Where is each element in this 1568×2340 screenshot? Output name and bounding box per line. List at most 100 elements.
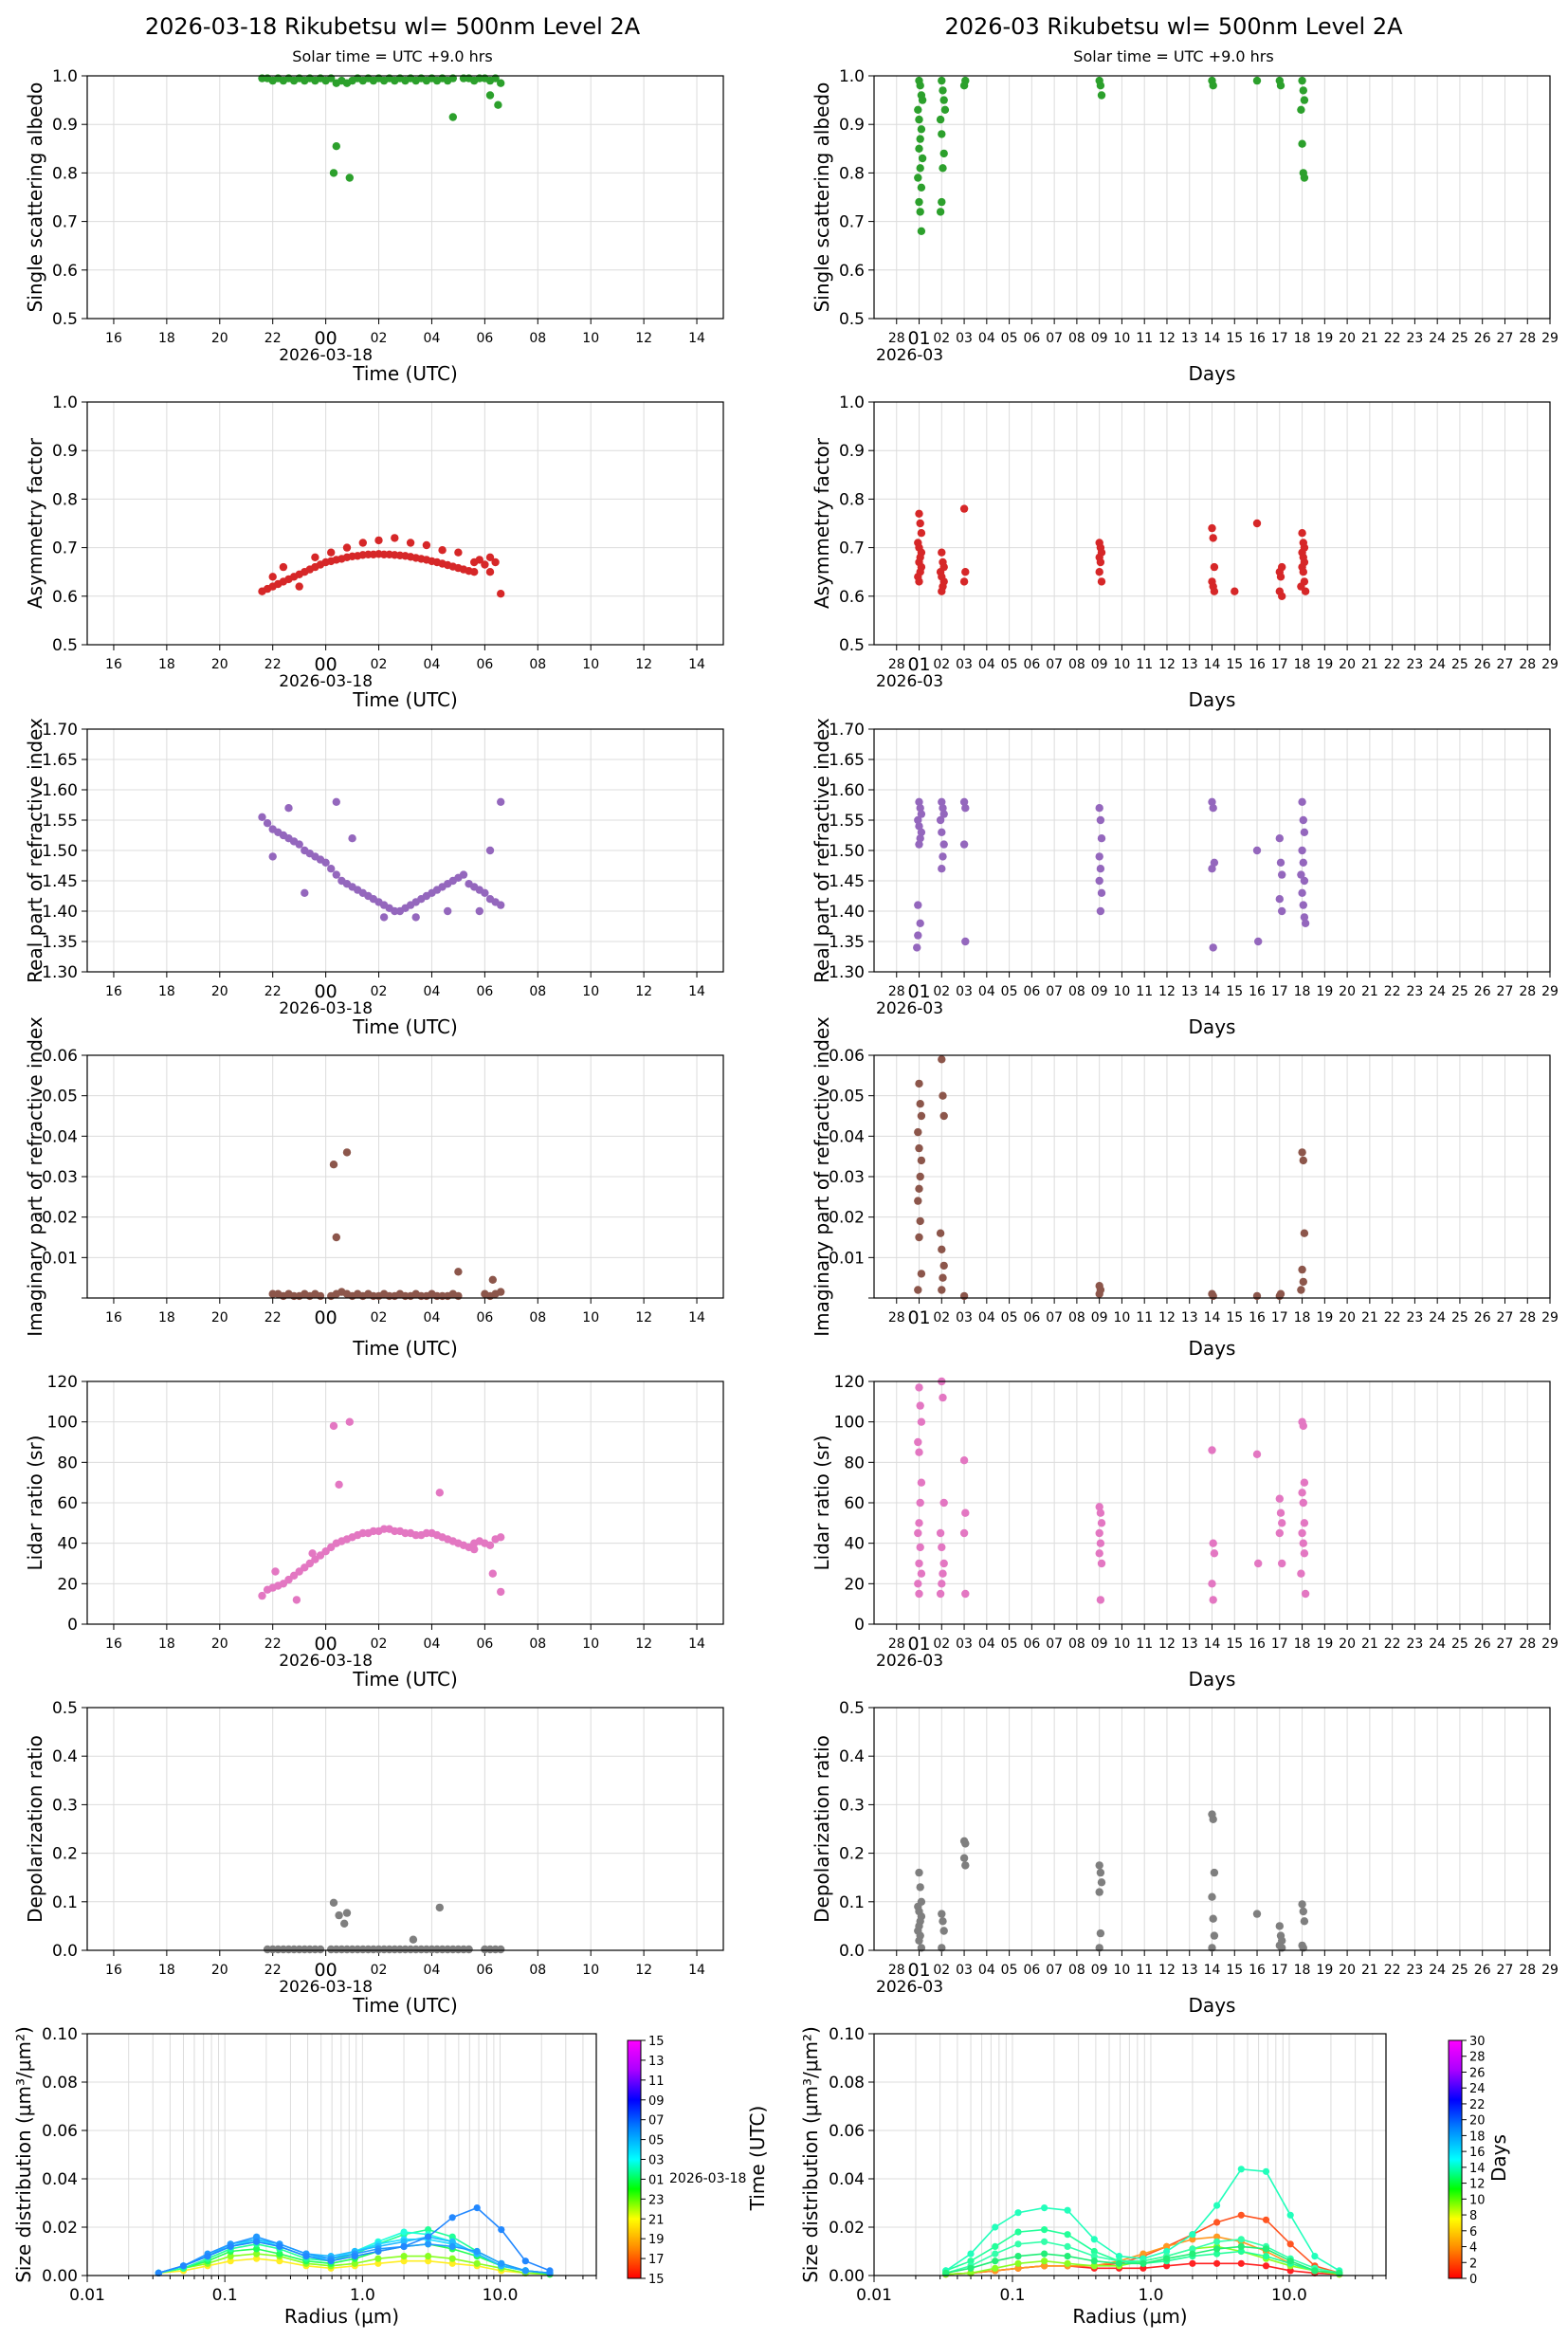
y-axis-label: Real part of refractive index	[811, 718, 833, 983]
y-tick-label: 120	[834, 1373, 865, 1392]
x-tick-label: 01	[907, 1634, 930, 1654]
data-point	[1299, 901, 1308, 909]
data-point	[497, 590, 505, 598]
series-point	[155, 2269, 162, 2276]
series-point	[1237, 2242, 1245, 2250]
x-tick-label: 28	[888, 657, 905, 672]
x-tick-label: 23	[1406, 1963, 1423, 1978]
x-tick-label: 1.0	[1138, 2286, 1163, 2305]
data-point	[939, 164, 947, 173]
data-point	[406, 539, 415, 547]
x-tick-label: 10.0	[1271, 2286, 1307, 2305]
x-tick-label: 25	[1451, 1963, 1468, 1978]
x-tick-label: 03	[956, 1310, 973, 1325]
data-point	[268, 852, 277, 861]
data-point	[938, 130, 946, 138]
x-tick-label: 21	[1361, 1636, 1378, 1652]
x-tick-label: 22	[1384, 984, 1401, 999]
x-tick-label: 15	[1226, 657, 1243, 672]
y-tick-label: 1.35	[42, 933, 78, 952]
x-tick-label: 19	[1316, 331, 1333, 346]
x-tick-label: 13	[1181, 984, 1198, 999]
asym-left-points	[258, 534, 505, 598]
data-point	[1298, 888, 1306, 897]
series-point	[448, 2242, 456, 2250]
x-tick-label: 14	[1204, 1310, 1221, 1325]
x-tick-label: 26	[1474, 331, 1491, 346]
data-point	[1275, 1528, 1285, 1538]
y-axis-label: Single scattering albedo	[24, 82, 46, 313]
y-tick-label: 0.9	[52, 116, 78, 135]
series-point	[1189, 2250, 1196, 2258]
x-tick-label: 09	[1091, 984, 1108, 999]
data-point	[340, 1919, 349, 1929]
x-tick-label: 11	[1136, 1963, 1153, 1978]
x-tick-label: 02	[933, 657, 950, 672]
data-point	[1095, 1503, 1103, 1511]
data-point	[915, 197, 923, 207]
x-tick-label: 08	[1068, 984, 1085, 999]
x-tick-label: 20	[211, 331, 228, 346]
x-tick-label: 0.1	[999, 2286, 1025, 2305]
data-point	[329, 1161, 338, 1169]
data-point	[1301, 919, 1310, 927]
data-point	[939, 96, 948, 104]
x-tick-label: 10	[1114, 657, 1131, 672]
x-tick-label: 18	[158, 1636, 175, 1652]
data-point	[1095, 1549, 1103, 1558]
data-point	[1208, 1446, 1216, 1454]
y-tick-label: 0.02	[42, 2219, 78, 2238]
x-tick-label: 21	[1361, 1310, 1378, 1325]
series-point	[1140, 2250, 1147, 2258]
data-point	[1300, 1549, 1309, 1558]
data-point	[1210, 587, 1219, 595]
y-tick-label: 1.30	[829, 963, 865, 982]
series-point	[1262, 2167, 1270, 2175]
data-point	[1210, 562, 1219, 572]
x-tick-label: 02	[933, 331, 950, 346]
y-tick-label: 0.8	[839, 164, 865, 183]
data-point	[470, 568, 479, 576]
data-point	[1097, 1878, 1106, 1887]
series-point	[546, 2267, 554, 2275]
data-point	[332, 1233, 340, 1242]
series-point	[1014, 2240, 1022, 2248]
series-point	[1064, 2242, 1071, 2250]
series-point	[1213, 2219, 1221, 2226]
series-point	[253, 2245, 261, 2253]
x-tick-label: 06	[476, 1636, 493, 1652]
y-tick-label: 0.10	[829, 2025, 865, 2044]
x-tick-label: 04	[978, 1636, 995, 1652]
data-point	[914, 901, 922, 909]
data-point	[485, 91, 495, 100]
series-point	[1262, 2262, 1270, 2270]
data-point	[485, 846, 495, 855]
data-point	[448, 113, 457, 121]
real-left-panel: 1.30 1.35 1.40 1.45 1.50 1.55 1.60 1.65 1.70 16 18…	[24, 718, 724, 1038]
x-tick-label: 09	[1091, 1310, 1108, 1325]
x-tick-label: 28	[1519, 1963, 1536, 1978]
y-tick-label: 0.0	[839, 1942, 865, 1961]
y-tick-label: 1.0	[52, 67, 78, 86]
data-point	[916, 82, 924, 90]
data-point	[1231, 587, 1239, 595]
x-tick-label: 05	[1001, 657, 1018, 672]
x-tick-label: 12	[1158, 984, 1176, 999]
x-tick-label: 26	[1474, 657, 1491, 672]
y-tick-label: 0.6	[52, 262, 78, 281]
x-tick-label: 29	[1541, 1310, 1559, 1325]
size-series-06	[155, 2204, 554, 2276]
colorbar-tick-label: 07	[648, 2114, 665, 2129]
data-point	[915, 840, 923, 849]
x-tick-label: 20	[1339, 657, 1356, 672]
plot-frame	[86, 1054, 724, 1299]
x-tick-label: 27	[1497, 1636, 1514, 1652]
data-point	[1095, 1861, 1103, 1870]
series-point	[1014, 2264, 1022, 2272]
x-tick-label: 13	[1181, 657, 1198, 672]
data-point	[327, 865, 336, 873]
y-axis-label: Asymmetry factor	[811, 437, 833, 609]
x-tick-label: 02	[371, 1310, 388, 1325]
series-point	[302, 2253, 310, 2260]
series-point	[967, 2264, 975, 2272]
